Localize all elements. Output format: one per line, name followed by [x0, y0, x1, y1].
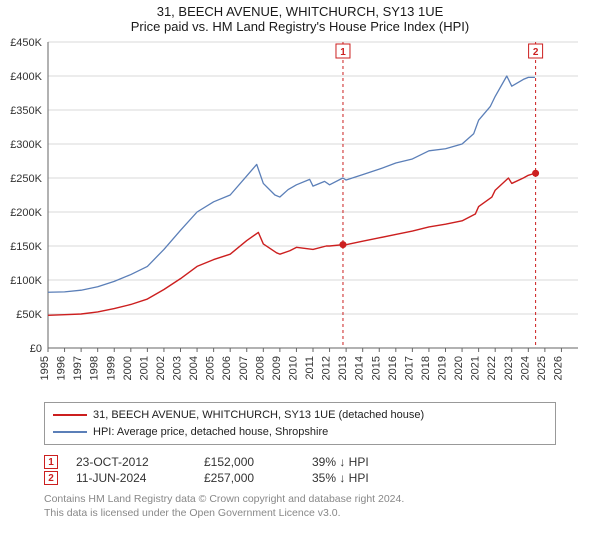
- transaction-price: £257,000: [204, 471, 294, 485]
- svg-text:2023: 2023: [503, 356, 515, 380]
- svg-text:2000: 2000: [122, 356, 134, 380]
- svg-text:1995: 1995: [39, 356, 51, 380]
- transaction-marker-1: 1: [44, 455, 58, 469]
- svg-text:2009: 2009: [271, 356, 283, 380]
- svg-text:2005: 2005: [205, 356, 217, 380]
- chart-title-address: 31, BEECH AVENUE, WHITCHURCH, SY13 1UE: [0, 4, 600, 19]
- svg-text:2019: 2019: [437, 356, 449, 380]
- svg-text:2022: 2022: [486, 356, 498, 380]
- svg-text:2025: 2025: [536, 356, 548, 380]
- svg-text:£400K: £400K: [10, 71, 42, 83]
- svg-text:£50K: £50K: [16, 309, 42, 321]
- svg-text:2018: 2018: [420, 356, 432, 380]
- svg-text:2003: 2003: [172, 356, 184, 380]
- svg-text:£450K: £450K: [10, 37, 42, 49]
- svg-text:1996: 1996: [56, 356, 68, 380]
- transaction-date: 11-JUN-2024: [76, 471, 186, 485]
- svg-text:1997: 1997: [72, 356, 84, 380]
- svg-text:2012: 2012: [321, 356, 333, 380]
- svg-text:2: 2: [533, 47, 539, 58]
- svg-text:1999: 1999: [105, 356, 117, 380]
- svg-text:£250K: £250K: [10, 173, 42, 185]
- legend-label-hpi: HPI: Average price, detached house, Shro…: [93, 424, 328, 441]
- legend-item-property: 31, BEECH AVENUE, WHITCHURCH, SY13 1UE (…: [53, 407, 547, 424]
- svg-text:2026: 2026: [552, 356, 564, 380]
- chart-area: £0 £50K £100K £150K £200K £250K £300K £350K £400…: [0, 36, 600, 396]
- price-chart: £0 £50K £100K £150K £200K £250K £300K £350K £400…: [0, 36, 600, 396]
- chart-subtitle: Price paid vs. HM Land Registry's House …: [0, 19, 600, 34]
- data-attribution: Contains HM Land Registry data © Crown c…: [44, 493, 556, 520]
- svg-text:£350K: £350K: [10, 105, 42, 117]
- svg-text:2006: 2006: [221, 356, 233, 380]
- svg-text:2017: 2017: [403, 356, 415, 380]
- svg-text:2024: 2024: [519, 356, 531, 380]
- transaction-row: 2 11-JUN-2024 £257,000 35% ↓ HPI: [44, 471, 556, 485]
- transaction-date: 23-OCT-2012: [76, 455, 186, 469]
- svg-text:2020: 2020: [453, 356, 465, 380]
- svg-text:1: 1: [340, 47, 346, 58]
- svg-text:£0: £0: [30, 343, 42, 355]
- svg-text:2016: 2016: [387, 356, 399, 380]
- svg-text:£300K: £300K: [10, 139, 42, 151]
- legend-label-property: 31, BEECH AVENUE, WHITCHURCH, SY13 1UE (…: [93, 407, 424, 424]
- svg-text:£150K: £150K: [10, 241, 42, 253]
- transaction-vs-hpi: 39% ↓ HPI: [312, 455, 432, 469]
- svg-text:2004: 2004: [188, 356, 200, 380]
- svg-text:2001: 2001: [138, 356, 150, 380]
- transactions-table: 1 23-OCT-2012 £152,000 39% ↓ HPI 2 11-JU…: [44, 453, 556, 487]
- svg-text:2007: 2007: [238, 356, 250, 380]
- transaction-row: 1 23-OCT-2012 £152,000 39% ↓ HPI: [44, 455, 556, 469]
- svg-text:£100K: £100K: [10, 275, 42, 287]
- transaction-vs-hpi: 35% ↓ HPI: [312, 471, 432, 485]
- svg-text:2011: 2011: [304, 356, 316, 380]
- legend-item-hpi: HPI: Average price, detached house, Shro…: [53, 424, 547, 441]
- svg-text:2008: 2008: [254, 356, 266, 380]
- svg-text:2010: 2010: [287, 356, 299, 380]
- legend-swatch-property: [53, 414, 87, 416]
- svg-text:£200K: £200K: [10, 207, 42, 219]
- transaction-price: £152,000: [204, 455, 294, 469]
- svg-text:2021: 2021: [470, 356, 482, 380]
- svg-text:1998: 1998: [89, 356, 101, 380]
- svg-text:2013: 2013: [337, 356, 349, 380]
- svg-text:2015: 2015: [370, 356, 382, 380]
- svg-text:2002: 2002: [155, 356, 167, 380]
- legend-swatch-hpi: [53, 431, 87, 433]
- transaction-marker-2: 2: [44, 471, 58, 485]
- legend: 31, BEECH AVENUE, WHITCHURCH, SY13 1UE (…: [44, 402, 556, 445]
- svg-text:2014: 2014: [354, 356, 366, 380]
